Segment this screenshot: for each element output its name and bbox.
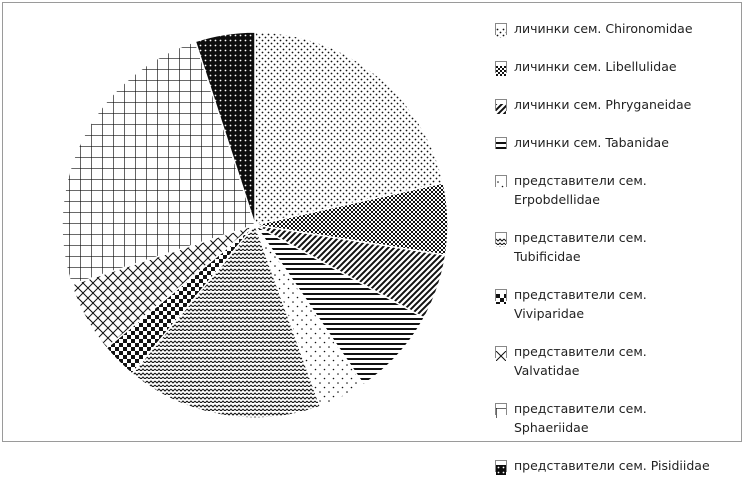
legend-item: представители сем. Tubificidae <box>495 228 745 266</box>
legend-swatch <box>495 23 507 38</box>
legend-swatch <box>495 403 507 418</box>
legend-label: личинки сем. Phryganeidae <box>514 97 692 112</box>
pie-slice <box>194 31 256 226</box>
pie-slice <box>61 40 256 286</box>
legend-label: представители сем. Tubificidae <box>514 230 647 264</box>
legend-item: личинки сем. Tabanidae <box>495 133 745 152</box>
legend-swatch <box>495 99 507 114</box>
pie-slice <box>254 31 445 226</box>
legend-item: личинки сем. Phryganeidae <box>495 95 745 114</box>
legend-swatch <box>495 232 507 247</box>
pie-chart <box>61 31 449 419</box>
legend-item: представители сем. Sphaeriidae <box>495 399 745 437</box>
legend-item: представители сем. Erpobdellidae <box>495 171 745 209</box>
legend-item: личинки сем. Chironomidae <box>495 19 745 38</box>
legend-item: личинки сем. Libellulidae <box>495 57 745 76</box>
legend-label: представители сем. Erpobdellidae <box>514 173 647 207</box>
legend-item: представители сем. Pisidiidae <box>495 456 745 475</box>
pie-slice <box>130 223 322 419</box>
legend-swatch <box>495 289 507 304</box>
legend-label: представители сем. Sphaeriidae <box>514 401 647 435</box>
legend-label: представители сем. Pisidiidae <box>514 458 710 473</box>
chart-frame: личинки сем. Chironomidae личинки сем. L… <box>2 2 742 475</box>
legend-item: представители сем. Viviparidae <box>495 285 745 323</box>
legend-label: личинки сем. Chironomidae <box>514 21 693 36</box>
legend-swatch <box>495 460 507 475</box>
pie-slices <box>61 31 449 419</box>
legend-item: представители сем. Valvatidae <box>495 342 745 380</box>
legend: личинки сем. Chironomidae личинки сем. L… <box>495 19 745 494</box>
legend-label: личинки сем. Tabanidae <box>514 135 669 150</box>
legend-swatch <box>495 346 507 361</box>
legend-swatch <box>495 175 507 190</box>
legend-label: представители сем. Valvatidae <box>514 344 647 378</box>
legend-swatch <box>495 61 507 76</box>
legend-swatch <box>495 137 507 152</box>
legend-label: представители сем. Viviparidae <box>514 287 647 321</box>
legend-label: личинки сем. Libellulidae <box>514 59 677 74</box>
